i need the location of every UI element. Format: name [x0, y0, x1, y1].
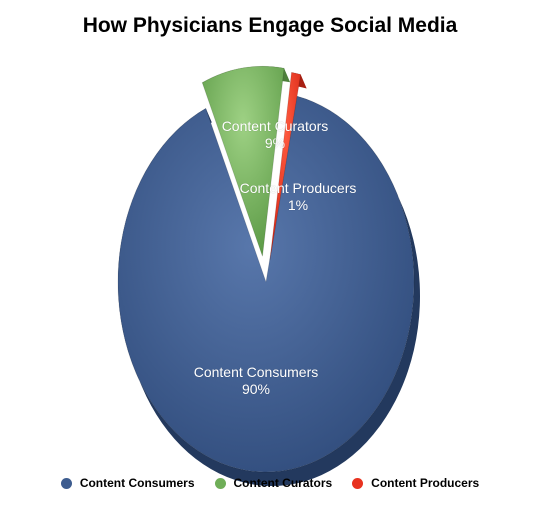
- legend-label: Content Producers: [371, 476, 480, 490]
- slice-label-name: Content Consumers: [193, 364, 319, 380]
- legend-swatch: [214, 477, 226, 489]
- legend-item-content-producers: Content Producers: [352, 476, 479, 490]
- legend-item-content-consumers: Content Consumers: [60, 476, 195, 490]
- legend-item-content-curators: Content Curators: [214, 476, 333, 490]
- legend-label: Content Curators: [233, 476, 333, 490]
- legend-swatch: [352, 477, 364, 489]
- slice-label-content-consumers: Content Consumers 90%: [176, 364, 336, 398]
- pie-slices: [117, 65, 415, 473]
- legend-swatch: [60, 477, 72, 489]
- slice-label-value: 90%: [241, 381, 271, 397]
- slice-label-value: 1%: [287, 197, 309, 213]
- slice-content-curators: [201, 65, 285, 257]
- slice-label-content-curators: Content Curators 9%: [195, 118, 355, 152]
- slice-label-content-producers: Content Producers 1%: [218, 180, 378, 214]
- slice-label-name: Content Producers: [239, 180, 357, 196]
- slice-content-producers: [269, 71, 302, 261]
- chart-legend: Content Consumers Content Curators Conte…: [0, 476, 540, 490]
- slice-content-consumers: [117, 95, 415, 473]
- slice-label-name: Content Curators: [221, 118, 329, 134]
- legend-label: Content Consumers: [79, 476, 195, 490]
- chart-title: How Physicians Engage Social Media: [82, 14, 458, 37]
- slice-label-value: 9%: [264, 135, 286, 151]
